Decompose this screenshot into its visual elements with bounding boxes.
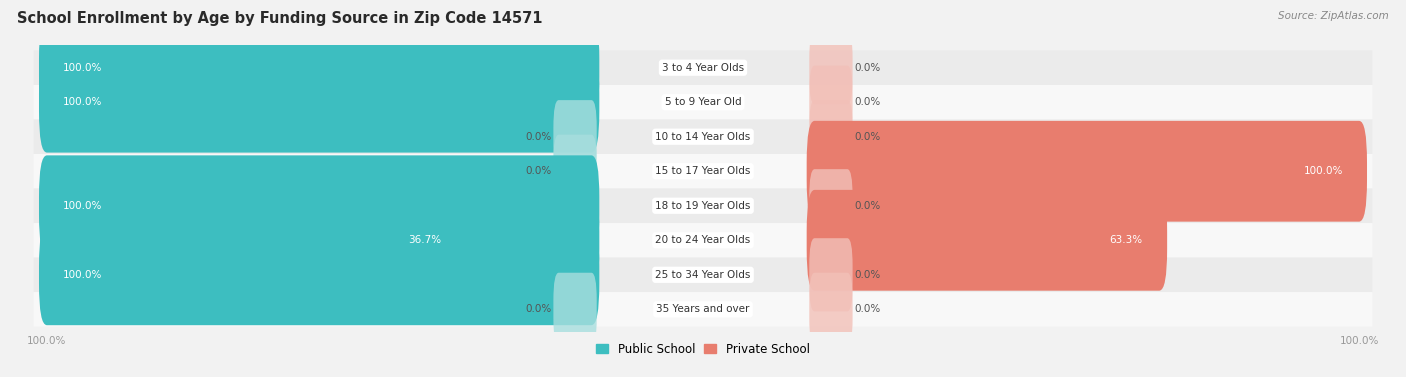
FancyBboxPatch shape xyxy=(810,273,852,346)
FancyBboxPatch shape xyxy=(34,257,1372,292)
FancyBboxPatch shape xyxy=(807,190,1167,291)
Text: Source: ZipAtlas.com: Source: ZipAtlas.com xyxy=(1278,11,1389,21)
Text: 3 to 4 Year Olds: 3 to 4 Year Olds xyxy=(662,63,744,73)
Text: 0.0%: 0.0% xyxy=(526,304,553,314)
FancyBboxPatch shape xyxy=(34,85,1372,120)
FancyBboxPatch shape xyxy=(34,154,1372,188)
FancyBboxPatch shape xyxy=(810,238,852,311)
Text: 5 to 9 Year Old: 5 to 9 Year Old xyxy=(665,97,741,107)
Text: 15 to 17 Year Olds: 15 to 17 Year Olds xyxy=(655,166,751,176)
FancyBboxPatch shape xyxy=(384,190,599,291)
FancyBboxPatch shape xyxy=(810,31,852,104)
FancyBboxPatch shape xyxy=(34,188,1372,223)
FancyBboxPatch shape xyxy=(810,66,852,139)
FancyBboxPatch shape xyxy=(554,273,596,346)
Text: 100.0%: 100.0% xyxy=(63,270,103,280)
Text: 0.0%: 0.0% xyxy=(853,97,880,107)
Text: 63.3%: 63.3% xyxy=(1109,235,1143,245)
FancyBboxPatch shape xyxy=(34,120,1372,154)
Text: 100.0%: 100.0% xyxy=(63,201,103,211)
FancyBboxPatch shape xyxy=(39,17,599,118)
Text: 100.0%: 100.0% xyxy=(1303,166,1343,176)
FancyBboxPatch shape xyxy=(34,223,1372,257)
Text: 0.0%: 0.0% xyxy=(853,201,880,211)
Text: 25 to 34 Year Olds: 25 to 34 Year Olds xyxy=(655,270,751,280)
Text: 35 Years and over: 35 Years and over xyxy=(657,304,749,314)
FancyBboxPatch shape xyxy=(554,100,596,173)
Text: 0.0%: 0.0% xyxy=(526,166,553,176)
Text: 10 to 14 Year Olds: 10 to 14 Year Olds xyxy=(655,132,751,142)
Text: 0.0%: 0.0% xyxy=(526,132,553,142)
Text: 36.7%: 36.7% xyxy=(408,235,441,245)
Text: 100.0%: 100.0% xyxy=(63,97,103,107)
Text: 0.0%: 0.0% xyxy=(853,304,880,314)
Text: 0.0%: 0.0% xyxy=(853,270,880,280)
Text: 100.0%: 100.0% xyxy=(63,63,103,73)
FancyBboxPatch shape xyxy=(39,224,599,325)
FancyBboxPatch shape xyxy=(34,51,1372,85)
Text: 0.0%: 0.0% xyxy=(853,132,880,142)
FancyBboxPatch shape xyxy=(39,155,599,256)
Text: 20 to 24 Year Olds: 20 to 24 Year Olds xyxy=(655,235,751,245)
FancyBboxPatch shape xyxy=(810,100,852,173)
FancyBboxPatch shape xyxy=(554,135,596,208)
Text: 18 to 19 Year Olds: 18 to 19 Year Olds xyxy=(655,201,751,211)
FancyBboxPatch shape xyxy=(34,292,1372,326)
Legend: Public School, Private School: Public School, Private School xyxy=(592,338,814,360)
FancyBboxPatch shape xyxy=(810,169,852,242)
Text: 0.0%: 0.0% xyxy=(853,63,880,73)
FancyBboxPatch shape xyxy=(807,121,1367,222)
Text: School Enrollment by Age by Funding Source in Zip Code 14571: School Enrollment by Age by Funding Sour… xyxy=(17,11,543,26)
FancyBboxPatch shape xyxy=(39,52,599,153)
